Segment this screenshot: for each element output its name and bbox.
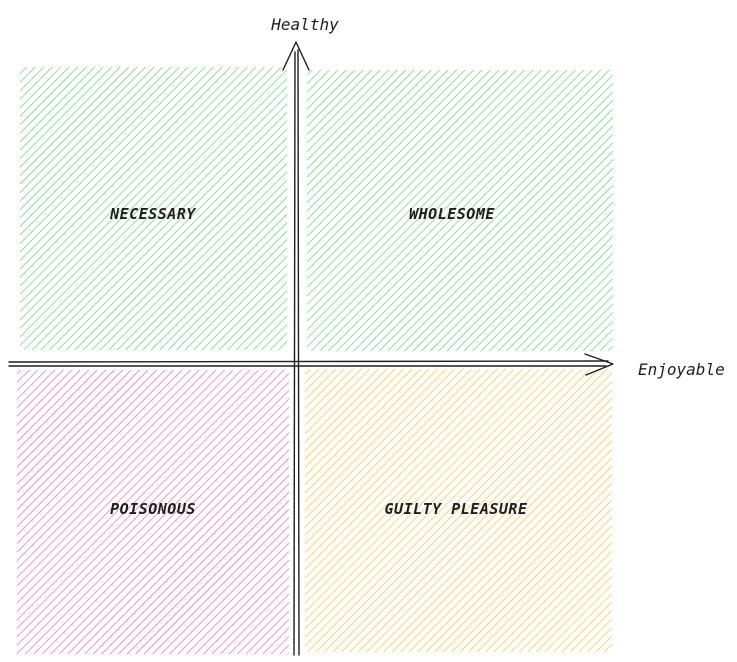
y-axis-label: Healthy	[270, 15, 339, 34]
x-axis-label: Enjoyable	[638, 360, 725, 379]
quadrant-label-wholesome: WHOLESOME	[409, 205, 495, 223]
quadrant-label-guilty-pleasure: GUILTY PLEASURE	[385, 500, 528, 518]
y-axis-arrowhead	[282, 41, 310, 71]
x-axis	[8, 353, 614, 376]
quadrant-label-poisonous: POISONOUS	[110, 500, 196, 518]
y-axis	[282, 41, 310, 656]
x-axis-arrowhead	[584, 353, 614, 376]
quadrant-necessary	[20, 67, 287, 350]
quadrant-wholesome	[307, 70, 613, 351]
quadrant-guilty-pleasure	[305, 369, 612, 652]
quadrant-poisonous	[17, 370, 289, 654]
quadrant-label-necessary: NECESSARY	[109, 205, 196, 223]
